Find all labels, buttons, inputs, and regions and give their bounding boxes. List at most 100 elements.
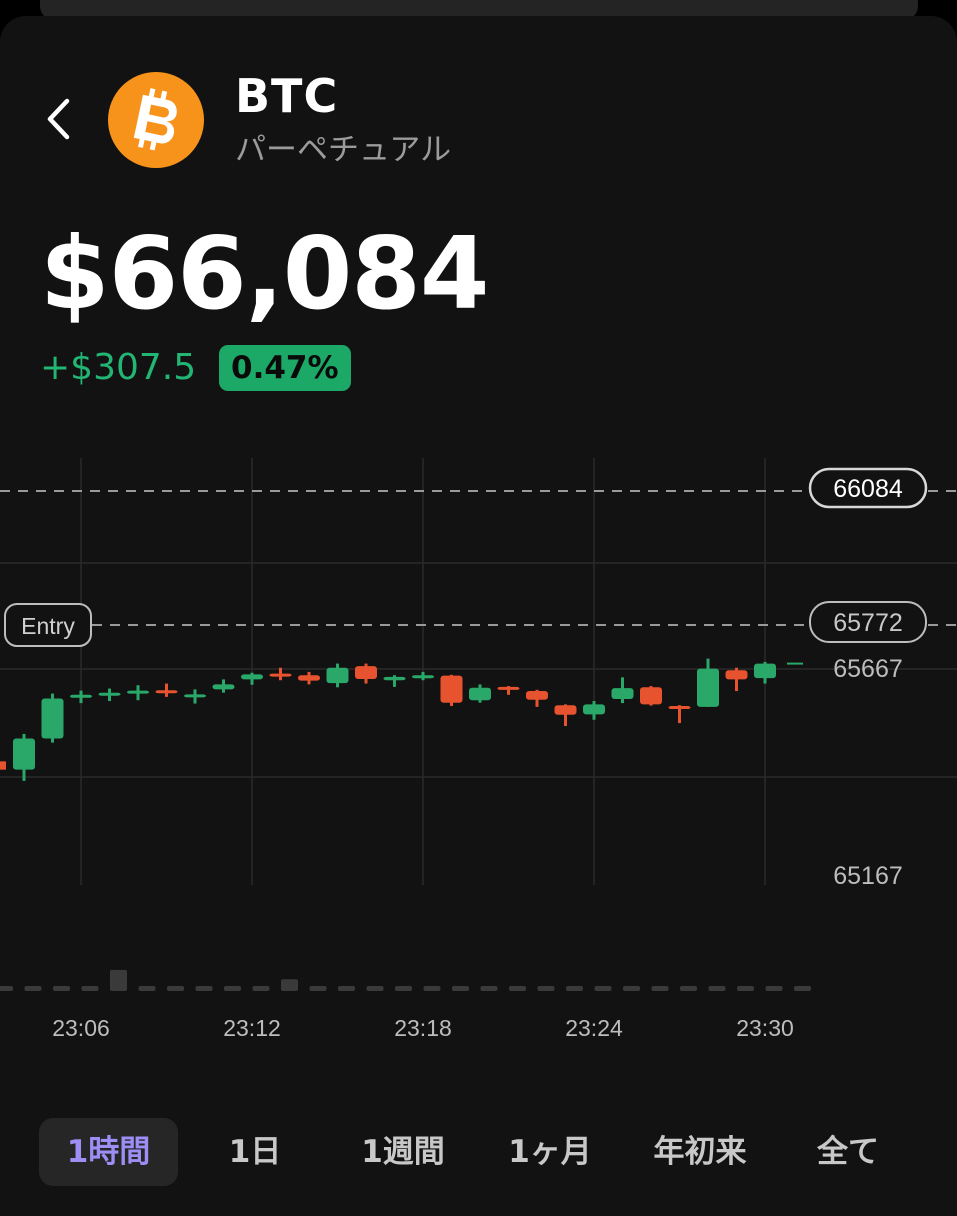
candle bbox=[127, 685, 149, 701]
candle-body bbox=[725, 670, 748, 680]
volume-bar bbox=[338, 986, 355, 991]
candle-body bbox=[127, 690, 149, 694]
volume-bar bbox=[794, 986, 811, 991]
candle-body bbox=[241, 674, 263, 680]
tab-1w[interactable]: 1週間 bbox=[361, 1134, 445, 1170]
tab-1h[interactable]: 1時間 bbox=[39, 1118, 178, 1186]
candle-body bbox=[298, 675, 320, 681]
candle-body bbox=[497, 686, 520, 690]
volume-bar bbox=[651, 986, 669, 991]
candle bbox=[241, 672, 263, 685]
candle-body bbox=[269, 673, 292, 677]
symbol-subtitle: パーペチュアル bbox=[235, 132, 452, 168]
volume-bar bbox=[537, 986, 555, 991]
volume-bars bbox=[0, 969, 811, 991]
candle bbox=[725, 667, 748, 692]
candle bbox=[668, 705, 691, 724]
candle bbox=[440, 674, 463, 707]
volume-bar bbox=[281, 979, 298, 991]
candle bbox=[98, 688, 121, 702]
x-tick-label: 23:06 bbox=[52, 1015, 110, 1041]
candle bbox=[326, 663, 349, 688]
candle-body bbox=[697, 668, 719, 707]
volume-bar bbox=[167, 986, 184, 991]
volume-bar bbox=[195, 986, 213, 991]
timeframe-tabs: 1時間 1日 1週間 1ヶ月 年初来 全て bbox=[0, 1118, 957, 1186]
volume-bar bbox=[252, 986, 270, 991]
candle bbox=[184, 689, 206, 704]
candle-body bbox=[469, 687, 491, 701]
volume-bar bbox=[623, 986, 640, 991]
candle bbox=[70, 690, 92, 704]
current-price-value: 66084 bbox=[833, 475, 903, 503]
candle-body bbox=[155, 690, 178, 694]
candle bbox=[554, 704, 577, 726]
candle bbox=[754, 661, 776, 684]
volume-bar bbox=[24, 986, 42, 991]
back-button[interactable] bbox=[38, 96, 78, 142]
candle-body bbox=[526, 691, 548, 700]
candle bbox=[583, 701, 605, 720]
candle bbox=[640, 686, 662, 706]
detail-card: BTC パーペチュアル $66,084 +$307.5 0.47% bbox=[0, 16, 957, 1216]
candle-body bbox=[184, 694, 206, 698]
volume-bar bbox=[138, 986, 156, 991]
candle bbox=[269, 667, 292, 681]
candle bbox=[298, 671, 320, 685]
volume-bar bbox=[509, 986, 526, 991]
candle bbox=[155, 683, 178, 697]
candle-body bbox=[611, 688, 634, 699]
candle-body bbox=[754, 663, 776, 679]
candle bbox=[526, 689, 548, 707]
candle-body bbox=[440, 675, 463, 703]
volume-bar bbox=[81, 986, 99, 991]
candle bbox=[355, 663, 377, 684]
candle-body bbox=[640, 687, 662, 705]
price-chart[interactable]: 66084 Entry 65772 65667 65167 23:06 23:1… bbox=[0, 440, 957, 1060]
volume-bar bbox=[452, 986, 469, 991]
tab-1d[interactable]: 1日 bbox=[228, 1134, 282, 1170]
candle bbox=[13, 733, 35, 781]
chart-grid bbox=[0, 458, 957, 885]
candle-body bbox=[583, 704, 605, 715]
candle-body bbox=[326, 667, 349, 684]
candle-body bbox=[554, 705, 577, 715]
tab-ytd[interactable]: 年初来 bbox=[653, 1134, 747, 1170]
symbol-title: BTC bbox=[235, 69, 339, 123]
candle-body bbox=[70, 694, 92, 698]
chevron-left-icon bbox=[47, 98, 70, 140]
candle bbox=[697, 658, 719, 707]
candle-body bbox=[98, 692, 121, 696]
percent-change-badge: 0.47% bbox=[219, 345, 351, 391]
candle bbox=[212, 679, 235, 693]
candle-body bbox=[383, 676, 406, 681]
candle-body bbox=[412, 675, 434, 679]
volume-bar bbox=[53, 986, 70, 991]
volume-bar bbox=[309, 986, 327, 991]
candle bbox=[497, 686, 520, 695]
candle bbox=[0, 761, 6, 770]
volume-bar bbox=[737, 986, 754, 991]
candle bbox=[469, 684, 491, 703]
candle-body bbox=[355, 666, 377, 679]
entry-tag-label: Entry bbox=[21, 613, 75, 639]
volume-bar bbox=[0, 986, 13, 991]
y-tick-label: 65667 bbox=[833, 655, 903, 683]
entry-price-tag: 65772 bbox=[809, 601, 927, 643]
entry-tag[interactable]: Entry bbox=[4, 603, 92, 647]
candle bbox=[611, 677, 634, 704]
volume-bar bbox=[594, 986, 612, 991]
price-change: +$307.5 bbox=[40, 347, 197, 388]
entry-price-value: 65772 bbox=[833, 609, 903, 637]
tab-1m[interactable]: 1ヶ月 bbox=[508, 1134, 592, 1170]
candle bbox=[383, 675, 406, 687]
volume-bar bbox=[395, 986, 412, 991]
tab-all[interactable]: 全て bbox=[817, 1134, 879, 1170]
volume-bar bbox=[224, 986, 241, 991]
volume-bar bbox=[423, 986, 441, 991]
y-tick-label: 65167 bbox=[833, 862, 903, 890]
candle-body bbox=[212, 684, 235, 690]
x-tick-label: 23:18 bbox=[394, 1015, 452, 1041]
volume-bar bbox=[566, 986, 583, 991]
volume-bar bbox=[110, 969, 127, 991]
